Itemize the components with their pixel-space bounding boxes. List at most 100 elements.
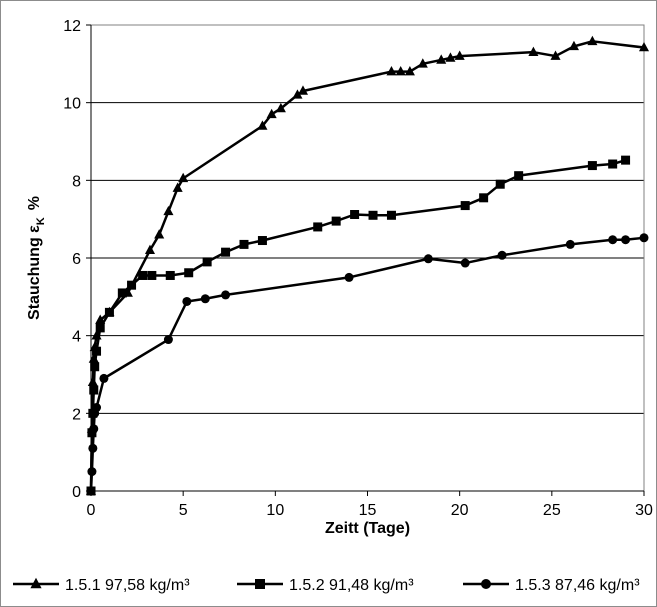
data-point-square bbox=[89, 385, 99, 395]
data-point-square bbox=[331, 216, 341, 226]
data-point-square bbox=[514, 171, 524, 181]
y-tick-label: 4 bbox=[72, 329, 81, 346]
data-point-circle bbox=[87, 467, 97, 477]
data-point-square bbox=[92, 346, 102, 356]
data-point-triangle bbox=[568, 40, 579, 51]
data-point-triangle bbox=[297, 85, 309, 95]
data-point-triangle bbox=[550, 50, 561, 60]
data-point-circle bbox=[608, 235, 618, 245]
x-tick-label: 5 bbox=[179, 502, 188, 519]
data-point-square bbox=[90, 362, 100, 372]
legend-item-2: 1.5.2 91,48 kg/m³ bbox=[237, 577, 414, 594]
data-point-square bbox=[313, 222, 323, 232]
data-point-triangle bbox=[144, 244, 156, 255]
tick-labels: 0 2 4 6 8 10 12 0 5 10 15 20 25 30 bbox=[63, 18, 653, 519]
data-point-square bbox=[350, 210, 360, 220]
data-point-square bbox=[184, 268, 194, 278]
data-point-square bbox=[257, 236, 267, 246]
data-point-triangle bbox=[528, 46, 539, 56]
data-point-triangle bbox=[87, 376, 98, 387]
data-point-triangle bbox=[404, 66, 415, 76]
data-point-square bbox=[386, 210, 396, 220]
legend-marker-square bbox=[255, 579, 265, 589]
series-2 bbox=[86, 155, 631, 496]
data-point-circle bbox=[497, 250, 507, 260]
legend-label: 1.5.2 91,48 kg/m³ bbox=[289, 577, 414, 594]
y-tick-label: 10 bbox=[63, 96, 81, 113]
data-point-circle bbox=[460, 258, 470, 268]
data-point-triangle bbox=[292, 89, 303, 99]
data-point-triangle bbox=[172, 182, 183, 192]
y-tick-label: 8 bbox=[72, 173, 81, 190]
data-point-circle bbox=[89, 424, 99, 434]
data-point-square bbox=[147, 270, 157, 280]
data-point-square bbox=[479, 193, 489, 203]
data-point-circle bbox=[639, 233, 649, 243]
data-point-square bbox=[104, 307, 114, 317]
data-point-triangle bbox=[257, 120, 268, 130]
data-point-triangle bbox=[386, 66, 397, 76]
y-axis-title-subscript: K bbox=[35, 217, 47, 225]
data-point-circle bbox=[182, 296, 192, 306]
y-tick-label: 6 bbox=[72, 251, 81, 268]
data-point-square bbox=[239, 239, 249, 249]
x-tick-label: 30 bbox=[635, 502, 653, 519]
legend: 1.5.1 97,58 kg/m³ 1.5.2 91,48 kg/m³ 1.5.3 … bbox=[13, 577, 640, 594]
x-tick-label: 20 bbox=[451, 502, 469, 519]
data-point-triangle bbox=[178, 172, 189, 183]
data-point-triangle bbox=[436, 54, 447, 64]
y-tick-label: 12 bbox=[63, 18, 81, 35]
data-point-square bbox=[608, 159, 618, 169]
legend-label: 1.5.3 87,46 kg/m³ bbox=[515, 577, 640, 594]
data-point-square bbox=[202, 257, 212, 267]
y-axis-title-unit: % bbox=[26, 196, 43, 210]
legend-marker-circle bbox=[481, 579, 491, 589]
legend-item-3: 1.5.3 87,46 kg/m³ bbox=[463, 577, 640, 594]
data-point-triangle bbox=[275, 102, 286, 113]
data-point-square bbox=[460, 201, 470, 211]
series-1 bbox=[85, 35, 650, 495]
data-point-square bbox=[165, 270, 175, 280]
data-point-square bbox=[221, 247, 231, 257]
y-axis-title: Stauchung εK% bbox=[26, 196, 47, 320]
data-point-square bbox=[117, 288, 127, 298]
data-point-circle bbox=[163, 335, 173, 345]
data-point-square bbox=[587, 161, 597, 171]
gridlines bbox=[91, 24, 644, 414]
data-point-circle bbox=[621, 235, 631, 245]
data-point-circle bbox=[565, 239, 575, 249]
data-point-circle bbox=[344, 272, 354, 282]
data-point-square bbox=[621, 155, 631, 165]
legend-label: 1.5.1 97,58 kg/m³ bbox=[65, 577, 190, 594]
data-point-triangle bbox=[266, 108, 277, 119]
x-tick-label: 10 bbox=[266, 502, 284, 519]
data-point-square bbox=[368, 210, 378, 220]
data-point-circle bbox=[86, 486, 96, 496]
data-point-triangle bbox=[638, 41, 650, 52]
series-line bbox=[89, 40, 645, 492]
axes bbox=[86, 24, 645, 496]
y-tick-label: 0 bbox=[72, 484, 81, 501]
data-point-square bbox=[495, 179, 505, 189]
data-point-square bbox=[138, 270, 148, 280]
legend-item-1: 1.5.1 97,58 kg/m³ bbox=[13, 577, 190, 594]
data-point-square bbox=[95, 323, 105, 333]
data-point-triangle bbox=[154, 229, 165, 239]
data-point-triangle bbox=[395, 66, 406, 76]
data-point-triangle bbox=[587, 35, 598, 46]
x-tick-label: 0 bbox=[87, 502, 96, 519]
series-3 bbox=[86, 233, 649, 496]
data-point-circle bbox=[88, 443, 98, 453]
data-point-circle bbox=[200, 294, 210, 304]
y-tick-label: 2 bbox=[72, 406, 81, 423]
data-point-triangle bbox=[454, 50, 465, 60]
legend-marker-triangle bbox=[30, 577, 42, 589]
data-point-triangle bbox=[445, 52, 456, 62]
data-point-triangle bbox=[417, 58, 428, 68]
x-tick-label: 15 bbox=[359, 502, 377, 519]
y-axis-title-main: Stauchung ε bbox=[26, 225, 43, 320]
data-point-triangle bbox=[163, 205, 174, 216]
series-line bbox=[89, 158, 626, 492]
